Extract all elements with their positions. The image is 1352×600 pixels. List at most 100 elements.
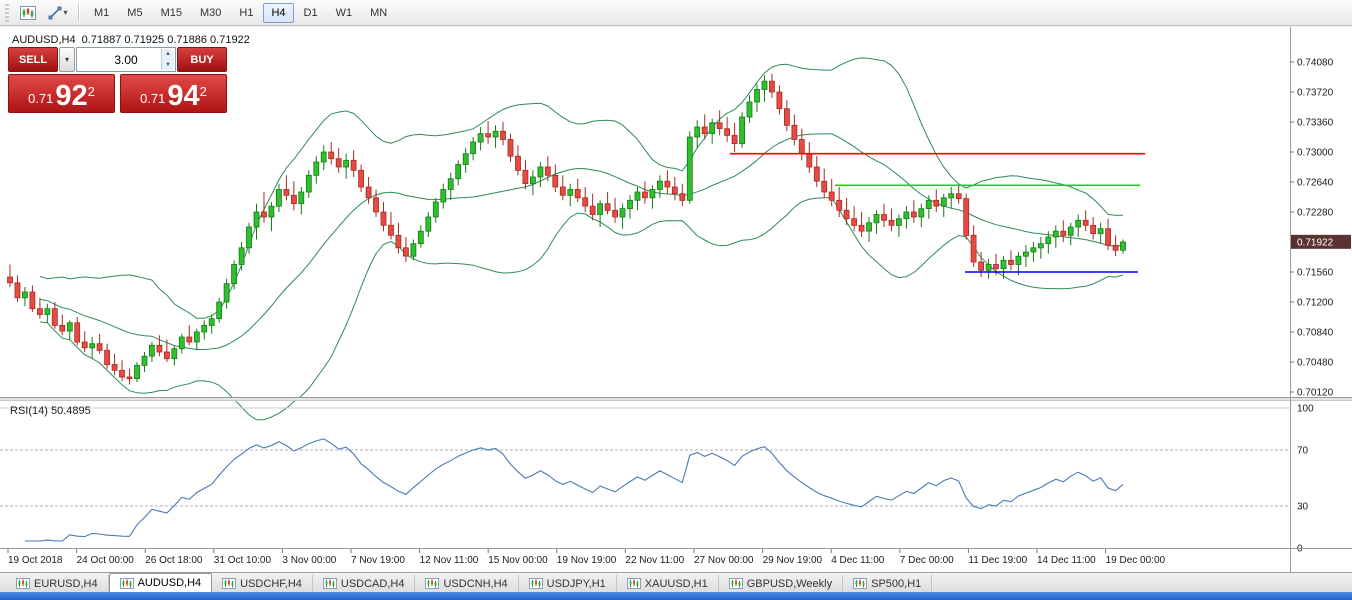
timeframe-button-m15[interactable]: M15 bbox=[160, 6, 182, 19]
svg-text:0.71922: 0.71922 bbox=[1297, 237, 1334, 248]
svg-text:22 Nov 11:00: 22 Nov 11:00 bbox=[625, 555, 684, 566]
buy-price-sup: 2 bbox=[199, 84, 207, 99]
chart-tab-icon bbox=[728, 578, 743, 589]
chart-tab-icon bbox=[222, 578, 237, 589]
buy-price-big: 94 bbox=[167, 80, 200, 112]
sell-price-sup: 2 bbox=[87, 84, 95, 99]
sell-price[interactable]: 0.71 92 2 bbox=[8, 74, 115, 113]
chart-tab-icon bbox=[322, 578, 337, 589]
toolbar-separator bbox=[78, 3, 79, 22]
chart-tab-gbpusd-weekly[interactable]: GBPUSD,Weekly bbox=[719, 575, 844, 592]
buy-price[interactable]: 0.71 94 2 bbox=[120, 74, 227, 113]
svg-text:19 Nov 19:00: 19 Nov 19:00 bbox=[557, 555, 617, 566]
drawing-tools-icon[interactable]: ▾ bbox=[44, 2, 72, 24]
chart-tab-usdcad-h4[interactable]: USDCAD,H4 bbox=[313, 575, 416, 592]
chart-tab-usdjpy-h1[interactable]: USDJPY,H1 bbox=[519, 575, 617, 592]
chart-canvas[interactable]: 100703000.740800.737200.733600.730000.72… bbox=[0, 27, 1352, 572]
svg-text:14 Dec 11:00: 14 Dec 11:00 bbox=[1037, 555, 1096, 566]
timeframe-button-m30[interactable]: M30 bbox=[199, 6, 222, 19]
volume-value: 3.00 bbox=[114, 52, 138, 67]
chart-tab-label: SP500,H1 bbox=[871, 577, 922, 590]
svg-text:27 Nov 00:00: 27 Nov 00:00 bbox=[694, 555, 754, 566]
current-price-badge: 0.71922 bbox=[1291, 234, 1351, 249]
svg-text:19 Dec 00:00: 19 Dec 00:00 bbox=[1106, 555, 1166, 566]
svg-text:0.74080: 0.74080 bbox=[1297, 58, 1334, 69]
svg-text:11 Dec 19:00: 11 Dec 19:00 bbox=[968, 555, 1027, 566]
svg-text:0.73000: 0.73000 bbox=[1297, 147, 1334, 158]
top-toolbar: ▾ M1 M5 M15 M30 H1 H4 D1 W1 MN bbox=[0, 0, 1352, 26]
chart-tab-icon bbox=[853, 578, 868, 589]
svg-text:26 Oct 18:00: 26 Oct 18:00 bbox=[145, 555, 203, 566]
buy-price-prefix: 0.71 bbox=[140, 91, 166, 106]
chart-tab-usdcnh-h4[interactable]: USDCNH,H4 bbox=[415, 575, 519, 592]
chart-tab-label: USDCNH,H4 bbox=[443, 577, 508, 590]
sell-price-prefix: 0.71 bbox=[28, 91, 54, 106]
volume-field[interactable]: 3.00 ▲ ▼ bbox=[76, 47, 176, 72]
chart-tab-label: EURUSD,H4 bbox=[34, 577, 98, 590]
chart-tab-icon bbox=[528, 578, 543, 589]
one-click-trade-panel: SELL ▾ 3.00 ▲ ▼ BUY 0.71 92 2 0.71 94 2 bbox=[8, 47, 227, 113]
svg-text:24 Oct 00:00: 24 Oct 00:00 bbox=[77, 555, 135, 566]
rsi-indicator-label: RSI(14) 50.4895 bbox=[10, 405, 91, 417]
chart-tab-label: USDCAD,H4 bbox=[340, 577, 405, 590]
chart-tab-label: GBPUSD,Weekly bbox=[746, 577, 833, 590]
chart-tab-xauusd-h1[interactable]: XAUUSD,H1 bbox=[617, 575, 719, 592]
timeframe-button-d1[interactable]: D1 bbox=[303, 6, 318, 19]
ohlc-values: 0.71887 0.71925 0.71886 0.71922 bbox=[81, 34, 250, 46]
chart-tab-icon bbox=[16, 578, 30, 589]
volume-up-icon[interactable]: ▲ bbox=[162, 49, 174, 60]
chart-window-icon[interactable] bbox=[14, 2, 42, 24]
chart-ohlc-header: AUDUSD,H4 0.71887 0.71925 0.71886 0.71922 bbox=[12, 34, 250, 46]
timeframe-button-h1[interactable]: H1 bbox=[239, 6, 254, 19]
timeframe-button-w1[interactable]: W1 bbox=[335, 6, 353, 19]
chart-tab-usdchf-h4[interactable]: USDCHF,H4 bbox=[212, 575, 313, 592]
chart-tab-icon bbox=[425, 578, 440, 589]
chart-tabbar: EURUSD,H4 AUDUSD,H4 USDCHF,H4 USDCAD,H4 USDC… bbox=[0, 572, 1352, 592]
svg-text:12 Nov 11:00: 12 Nov 11:00 bbox=[420, 555, 479, 566]
svg-text:15 Nov 00:00: 15 Nov 00:00 bbox=[488, 555, 548, 566]
chart-tab-eurusd-h4[interactable]: EURUSD,H4 bbox=[6, 575, 109, 592]
chart-tab-icon bbox=[119, 577, 134, 589]
svg-text:7 Dec 00:00: 7 Dec 00:00 bbox=[900, 555, 954, 566]
svg-text:0.70840: 0.70840 bbox=[1297, 327, 1334, 338]
chart-tab-label: AUDUSD,H4 bbox=[137, 577, 202, 589]
volume-down-icon[interactable]: ▼ bbox=[162, 59, 174, 70]
pane-splitter[interactable] bbox=[0, 397, 1352, 400]
chart-tab-label: XAUUSD,H1 bbox=[644, 577, 708, 590]
svg-text:0.72280: 0.72280 bbox=[1297, 207, 1334, 218]
chart-tab-audusd-h4[interactable]: AUDUSD,H4 bbox=[108, 573, 213, 592]
toolbar-grip[interactable] bbox=[5, 3, 9, 22]
chart-tab-icon bbox=[626, 578, 641, 589]
svg-text:3 Nov 00:00: 3 Nov 00:00 bbox=[282, 555, 336, 566]
sell-button[interactable]: SELL bbox=[8, 47, 58, 72]
candlesticks bbox=[7, 73, 1126, 385]
symbol-label: AUDUSD,H4 bbox=[12, 34, 76, 46]
svg-text:0.73360: 0.73360 bbox=[1297, 117, 1334, 128]
rsi-line bbox=[24, 438, 1124, 542]
svg-text:0.71200: 0.71200 bbox=[1297, 297, 1334, 308]
svg-text:0.70120: 0.70120 bbox=[1297, 387, 1334, 398]
sell-price-big: 92 bbox=[55, 80, 88, 112]
svg-text:0.70480: 0.70480 bbox=[1297, 357, 1334, 368]
timeframe-button-mn[interactable]: MN bbox=[370, 6, 388, 19]
buy-button[interactable]: BUY bbox=[177, 47, 227, 72]
chart-window[interactable]: 100703000.740800.737200.733600.730000.72… bbox=[0, 27, 1352, 572]
taskbar-strip bbox=[0, 592, 1352, 600]
price-axis: 0.74080 0.73720 0.73360 0.73000 0.72640 0.722… bbox=[1290, 58, 1334, 398]
timeframe-button-m5[interactable]: M5 bbox=[127, 6, 143, 19]
chart-tab-label: USDJPY,H1 bbox=[546, 577, 606, 590]
svg-text:100: 100 bbox=[1297, 404, 1314, 415]
svg-text:29 Nov 19:00: 29 Nov 19:00 bbox=[763, 555, 823, 566]
chart-tab-label: USDCHF,H4 bbox=[240, 577, 302, 590]
svg-text:0.71560: 0.71560 bbox=[1297, 267, 1334, 278]
svg-text:70: 70 bbox=[1297, 446, 1309, 457]
svg-text:7 Nov 19:00: 7 Nov 19:00 bbox=[351, 555, 405, 566]
chart-tab-sp500-h1[interactable]: SP500,H1 bbox=[843, 575, 933, 592]
time-axis: 19 Oct 2018 24 Oct 00:00 26 Oct 18:00 31 Oc… bbox=[7, 549, 1166, 566]
timeframe-button-m1[interactable]: M1 bbox=[94, 6, 110, 19]
volume-dropdown-button[interactable]: ▾ bbox=[59, 47, 75, 72]
timeframe-button-h4[interactable]: H4 bbox=[263, 2, 294, 23]
svg-text:31 Oct 10:00: 31 Oct 10:00 bbox=[214, 555, 272, 566]
svg-text:30: 30 bbox=[1297, 502, 1309, 513]
